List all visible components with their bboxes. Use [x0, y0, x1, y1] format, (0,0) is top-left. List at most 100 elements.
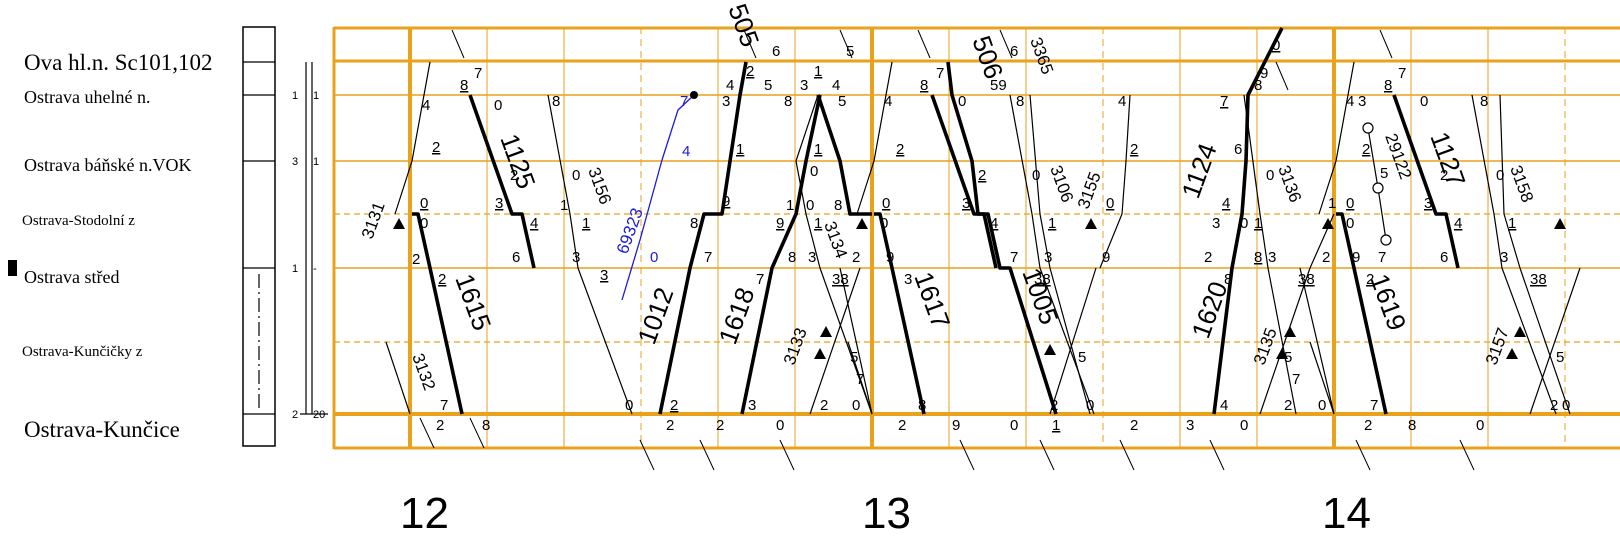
arrow-line: [1459, 439, 1475, 471]
minute-label: 2: [1322, 249, 1330, 266]
minute-label: 0: [420, 195, 428, 212]
minute-label: 1: [582, 215, 590, 232]
arrow-line: [699, 439, 715, 471]
train-path-slow: [795, 94, 873, 415]
train-number-label: 505: [722, 0, 765, 51]
minute-label: 2: [1130, 417, 1138, 434]
minute-label: 2: [820, 397, 828, 414]
train-number-label: 3365: [1026, 35, 1057, 77]
train-path-slow: [547, 94, 633, 415]
station-panel-box: [242, 26, 276, 447]
minute-label: 7: [1292, 371, 1300, 388]
minute-label: 0: [1346, 215, 1354, 232]
minute-label: 0: [1086, 397, 1094, 414]
train-number-label: 69323: [613, 205, 647, 256]
station-label-uhelne: Ostrava uhelné n.: [24, 87, 151, 107]
minute-label: 0: [1318, 397, 1326, 414]
train-number-label: 3135: [1250, 325, 1281, 367]
minute-label: 7: [474, 65, 482, 82]
minute-label: 5: [850, 349, 858, 366]
minute-label: 5: [1078, 349, 1086, 366]
train-path-fast-up: [412, 212, 464, 415]
minute-label: 2: [1050, 397, 1058, 414]
arrow-line: [959, 439, 975, 471]
minute-label: 8: [1016, 93, 1024, 110]
train-path-special: [621, 94, 695, 301]
train-path-slow: [1499, 94, 1571, 415]
station-label-stodolni: Ostrava-Stodolní z: [22, 213, 135, 229]
minute-label: 9: [952, 417, 960, 434]
train-path-slow: [1299, 267, 1335, 415]
minute-label: 0: [776, 417, 784, 434]
minute-label: 0: [880, 215, 888, 232]
crossing-triangle-marker: [1085, 218, 1097, 229]
minute-label: 1: [1254, 215, 1262, 232]
crossing-triangle-marker: [1044, 344, 1056, 355]
train-path-slow: [1259, 213, 1335, 415]
minute-label: 7: [1370, 397, 1378, 414]
train-path-fast-up: [740, 94, 822, 415]
arrow-line: [1039, 439, 1055, 471]
arrow-line: [419, 417, 435, 449]
crossing-triangle-marker: [1514, 326, 1526, 337]
train-path-fast-down: [468, 94, 536, 269]
minute-label: 2: [1550, 397, 1558, 414]
arrow-line: [1119, 439, 1135, 471]
crossing-triangle-marker: [393, 218, 405, 229]
minute-label: 2: [1204, 249, 1212, 266]
minute-label: 4: [1118, 93, 1126, 110]
crossing-triangle-marker: [1276, 348, 1288, 359]
train-terminus-dot: [690, 91, 698, 99]
track-number-label: 1: [292, 263, 298, 275]
minute-label: 2: [510, 167, 518, 184]
minute-label: 3: [808, 249, 816, 266]
minute-label: 9: [776, 215, 784, 232]
minute-label: 59: [990, 77, 1007, 94]
station-label-banske: Ostrava báňské n.VOK: [24, 155, 192, 175]
crossing-triangle-marker: [1554, 218, 1566, 229]
train-path-fast-up: [874, 212, 926, 415]
train-path-slow: [1471, 94, 1557, 415]
train-number-label: 1012: [631, 283, 679, 348]
minute-label: 0: [1106, 195, 1114, 212]
train-path-slow: [839, 267, 873, 415]
arrow-line: [743, 29, 757, 59]
minute-label: 3: [904, 271, 912, 288]
minute-label: 3: [800, 77, 808, 94]
minute-label: 1: [1048, 215, 1056, 232]
minute-label: 1: [814, 215, 822, 232]
minute-label: 4: [990, 215, 998, 232]
minute-label: 0: [1240, 215, 1248, 232]
minute-label: 6: [772, 43, 780, 60]
stop-circle-marker: [1372, 182, 1384, 194]
minute-label: 38: [1530, 271, 1547, 288]
train-path-slow: [856, 61, 893, 215]
minute-label: 0: [650, 249, 658, 266]
minute-label: 3: [1044, 249, 1052, 266]
minute-label: 2: [1440, 167, 1448, 184]
train-path-slow: [1049, 267, 1097, 415]
track-number-label: 2: [292, 409, 298, 421]
train-number-label: 1615: [449, 270, 497, 335]
minute-label: 7: [756, 271, 764, 288]
minute-label: 2: [1362, 141, 1370, 158]
train-path-slow: [394, 61, 431, 215]
minute-label: 38: [1034, 271, 1051, 288]
minute-label: 3: [1358, 93, 1366, 110]
arrow-line: [917, 29, 931, 59]
minute-label: 0: [882, 195, 890, 212]
minute-label: 2: [436, 417, 444, 434]
minute-label: 5: [1380, 165, 1388, 182]
train-number-label: 3131: [358, 199, 389, 241]
minute-label: 6: [1010, 43, 1018, 60]
minute-label: 2: [666, 417, 674, 434]
minute-label: 0: [494, 97, 502, 114]
minute-label: 4: [530, 215, 538, 232]
minute-label: 0: [1420, 93, 1428, 110]
track-number-label: 20: [313, 409, 325, 421]
minute-label: 3: [1186, 417, 1194, 434]
minute-label: 8: [834, 197, 842, 214]
minute-label: 0: [420, 215, 428, 232]
minute-label: 0: [810, 163, 818, 180]
minute-label: 7: [856, 371, 864, 388]
